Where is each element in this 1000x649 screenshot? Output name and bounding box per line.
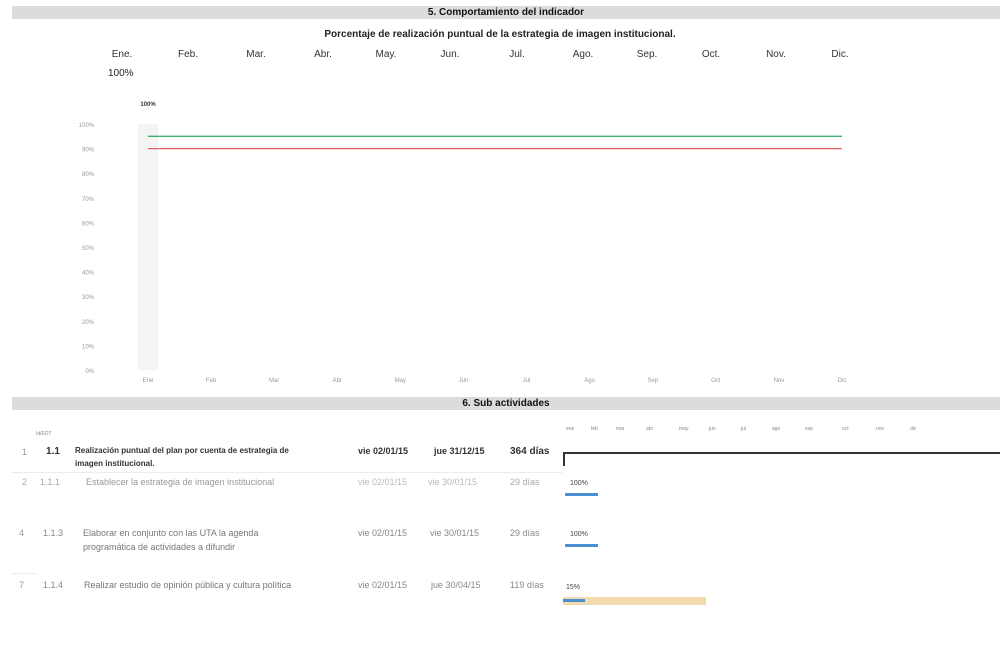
month-label: Abr. — [314, 49, 332, 60]
task-progress-bar — [565, 544, 598, 547]
month-label: May. — [375, 49, 397, 60]
row-wbs: 1.1.3 — [43, 528, 64, 538]
gantt-month: ago — [772, 426, 781, 432]
x-tick-label: Nov — [774, 378, 785, 384]
section-6-title: 6. Sub actividades — [462, 398, 550, 409]
month-label: Jul. — [509, 49, 525, 60]
row-end: jue 30/04/15 — [431, 580, 481, 590]
row-task-name: Establecer la estrategia de imagen insti… — [86, 477, 275, 487]
row-task-name-cont: imagen institucional. — [75, 459, 155, 468]
month-label: Sep. — [636, 49, 658, 60]
indicator-chart: 0% 10% 20% 30% 40% 50% 60% 70% 80% 90% 100% Ene Feb M… — [79, 102, 847, 384]
month-label: Ago. — [572, 49, 594, 60]
row-divider — [12, 472, 562, 473]
y-tick-label: 60% — [82, 221, 95, 227]
row-task-name-cont: programática de actividades a difundir — [83, 542, 236, 552]
gantt-month: nov — [876, 426, 885, 432]
y-tick-label: 20% — [82, 320, 95, 326]
gantt-month: may — [679, 426, 689, 432]
month-label: Nov. — [766, 49, 786, 60]
summary-bar — [563, 452, 1000, 454]
row-task-name: Realizar estudio de opinión pública y cu… — [84, 580, 292, 590]
y-tick-label: 50% — [82, 246, 95, 252]
month-label: Dic. — [831, 49, 849, 60]
row-start: vie 02/01/15 — [358, 580, 408, 590]
x-tick-label: Feb — [206, 378, 217, 384]
row-end: vie 30/01/15 — [430, 528, 480, 538]
gantt-month: mar — [616, 426, 625, 432]
x-tick-label: Dic — [838, 378, 847, 384]
row-task-name: Elaborar en conjunto con las UTA la agen… — [83, 528, 259, 538]
row-wbs: 1.1.4 — [43, 580, 64, 590]
y-tick-label: 40% — [82, 271, 95, 277]
y-tick-label: 10% — [82, 344, 95, 350]
row-number: 1 — [22, 447, 28, 457]
x-tick-label: May — [395, 378, 406, 384]
month-label: Oct. — [701, 49, 721, 60]
x-tick-label: Oct — [711, 378, 721, 384]
section-6-header: 6. Sub actividades — [12, 397, 1000, 410]
row-start: vie 02/01/15 — [358, 477, 408, 487]
task-progress-bar — [565, 493, 598, 496]
x-tick-label: Jul — [523, 378, 531, 384]
x-tick-label: Abr — [333, 378, 342, 384]
row-percent-complete: 100% — [570, 531, 588, 538]
x-tick-label: Sep — [647, 378, 658, 384]
y-tick-label: 0% — [85, 369, 94, 375]
task-progress-bar — [563, 597, 706, 605]
gantt-month: feb — [591, 426, 598, 432]
row-number: 2 — [22, 477, 28, 487]
row-duration: 29 días — [510, 528, 540, 538]
data-label: 100% — [140, 102, 156, 108]
row-end: jue 31/12/15 — [434, 446, 485, 456]
row-wbs: 1.1 — [46, 446, 60, 457]
x-tick-label: Ene — [143, 378, 154, 384]
month-label: Feb. — [177, 49, 199, 60]
row-divider — [12, 573, 37, 574]
section-5-title: 5. Comportamiento del indicador — [427, 7, 585, 18]
y-tick-label: 90% — [82, 148, 95, 154]
gantt-month: sep — [805, 426, 814, 432]
row-percent-complete: 100% — [570, 480, 588, 487]
row-duration: 364 días — [510, 446, 550, 457]
gantt-month: oct — [842, 426, 849, 432]
row-start: vie 02/01/15 — [358, 446, 409, 456]
month-label: Ene. — [111, 49, 133, 60]
month-label: Mar. — [246, 49, 266, 60]
x-tick-label: Jun — [459, 378, 469, 384]
y-tick-label: 100% — [79, 123, 95, 129]
row-number: 7 — [19, 580, 25, 590]
indicator-title: Porcentaje de realización puntual de la … — [324, 29, 676, 40]
summary-bar-start — [563, 452, 565, 466]
row-end: vie 30/01/15 — [428, 477, 478, 487]
bar — [138, 124, 158, 370]
gantt-month: jul — [741, 426, 747, 432]
row-duration: 119 días — [510, 580, 544, 590]
section-5-header: 5. Comportamiento del indicador — [12, 6, 1000, 19]
row-task-name: Realización puntual del plan por cuenta … — [75, 446, 289, 455]
row-start: vie 02/01/15 — [358, 528, 408, 538]
x-tick-label: Ago — [584, 378, 595, 384]
gantt-month: abr — [646, 426, 654, 432]
row-percent-complete: 15% — [566, 584, 581, 591]
gantt-id-header: Id/EDT — [36, 431, 52, 437]
row-duration: 29 días — [510, 477, 540, 487]
row-wbs: 1.1.1 — [40, 477, 61, 487]
month-label: Jun. — [440, 49, 460, 60]
gantt-month: ene — [566, 426, 575, 432]
y-tick-label: 70% — [82, 197, 95, 203]
gantt-month: dic — [910, 426, 917, 432]
x-tick-label: Mar — [269, 378, 279, 384]
january-value: 100% — [108, 68, 134, 79]
y-tick-label: 80% — [82, 172, 95, 178]
gantt-month: jun — [709, 426, 716, 432]
task-progress-fill — [563, 599, 585, 602]
y-tick-label: 30% — [82, 295, 95, 301]
row-number: 4 — [19, 528, 25, 538]
